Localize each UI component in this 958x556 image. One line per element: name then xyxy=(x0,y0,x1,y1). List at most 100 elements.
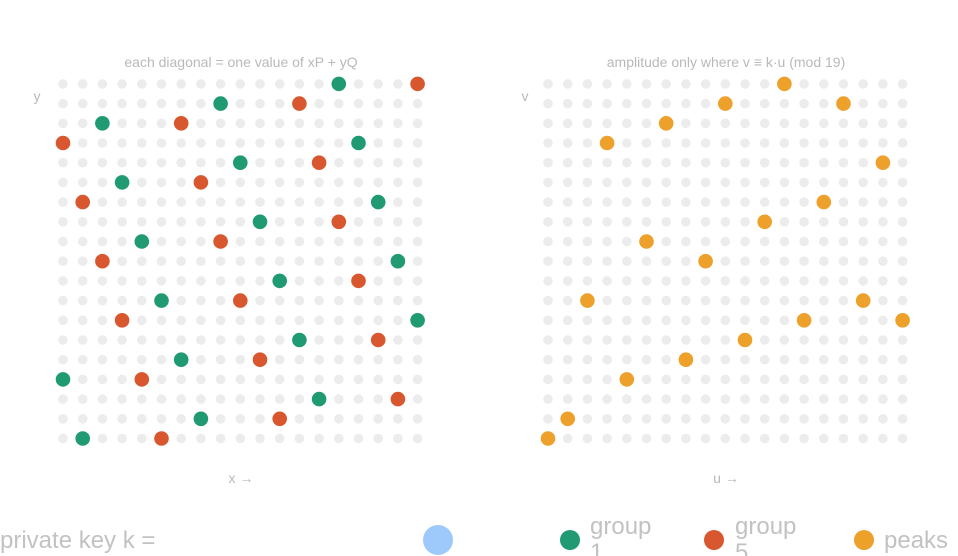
grid-dot xyxy=(602,197,612,207)
grid-dot xyxy=(897,217,908,227)
grid-dot xyxy=(799,335,809,345)
grid-dot xyxy=(661,276,671,286)
grid-dot xyxy=(759,118,770,129)
grid-dot xyxy=(274,335,285,345)
grid-dot xyxy=(878,177,888,188)
grid-dot xyxy=(878,315,888,326)
left-grid xyxy=(58,79,423,444)
grid-dot xyxy=(255,414,265,424)
grid-dot xyxy=(799,79,809,89)
grid-dot xyxy=(838,118,849,129)
grid-dot xyxy=(740,118,750,129)
left-x-axis-label: x → xyxy=(229,470,254,486)
private-key-swatch[interactable] xyxy=(423,525,453,555)
grid-dot xyxy=(622,256,632,267)
grid-dot xyxy=(77,79,88,89)
grid-dot xyxy=(661,374,671,385)
group-5-point xyxy=(134,372,150,387)
right-y-axis-label: v xyxy=(522,88,529,104)
grid-dot xyxy=(681,236,691,247)
peak-point xyxy=(658,116,674,131)
grid-dot xyxy=(117,394,127,404)
grid-dot xyxy=(759,236,770,247)
right-panel-title: amplitude only where v ≡ k·u (mod 19) xyxy=(607,54,846,70)
group-5-point xyxy=(95,253,110,269)
grid-dot xyxy=(373,118,384,129)
grid-dot xyxy=(878,433,888,444)
grid-dot xyxy=(314,98,324,109)
grid-dot xyxy=(641,197,652,207)
grid-dot xyxy=(799,236,809,247)
grid-dot xyxy=(740,374,750,385)
group-1-point xyxy=(213,96,228,111)
grid-dot xyxy=(334,354,344,365)
grid-dot xyxy=(334,256,344,267)
peaks-legend-swatch xyxy=(854,530,874,550)
peak-point xyxy=(698,253,713,269)
right-panel: amplitude only where v ≡ k·u (mod 19) v … xyxy=(522,54,910,486)
grid-dot xyxy=(353,118,364,129)
grid-dot xyxy=(838,177,849,188)
grid-dot xyxy=(897,197,908,207)
grid-dot xyxy=(314,276,324,286)
grid-dot xyxy=(720,138,731,148)
grid-dot xyxy=(196,354,206,365)
group-1-point xyxy=(351,135,366,151)
grid-dot xyxy=(353,354,364,365)
grid-dot xyxy=(215,138,226,148)
grid-dot xyxy=(819,236,829,247)
grid-dot xyxy=(274,295,285,306)
grid-dot xyxy=(858,414,868,424)
group-1-point xyxy=(114,175,130,190)
grid-dot xyxy=(759,295,770,306)
grid-dot xyxy=(235,118,246,129)
grid-dot xyxy=(878,414,888,424)
grid-dot xyxy=(334,374,344,385)
grid-dot xyxy=(353,79,364,89)
grid-dot xyxy=(334,315,344,326)
grid-dot xyxy=(602,118,612,129)
grid-dot xyxy=(255,79,265,89)
grid-dot xyxy=(779,394,790,404)
grid-dot xyxy=(393,335,403,345)
grid-dot xyxy=(799,98,809,109)
grid-dot xyxy=(681,118,691,129)
grid-dot xyxy=(77,354,88,365)
grid-dot xyxy=(779,433,790,444)
group-5-point xyxy=(75,194,90,210)
grid-dot xyxy=(97,197,108,207)
grid-dot xyxy=(799,374,809,385)
grid-dot xyxy=(779,276,790,286)
grid-dot xyxy=(334,295,344,306)
grid-dot xyxy=(255,98,265,109)
grid-dot xyxy=(819,138,829,148)
grid-dot xyxy=(412,394,423,404)
left-panel: each diagonal = one value of xP + yQ y x… xyxy=(34,54,425,486)
grid-dot xyxy=(562,197,573,207)
grid-dot xyxy=(353,335,364,345)
grid-dot xyxy=(582,197,593,207)
grid-dot xyxy=(838,256,849,267)
grid-dot xyxy=(622,217,632,227)
grid-dot xyxy=(156,157,167,168)
grid-dot xyxy=(215,118,226,129)
grid-dot xyxy=(117,256,127,267)
grid-dot xyxy=(235,433,246,444)
grid-dot xyxy=(353,295,364,306)
grid-dot xyxy=(215,394,226,404)
grid-dot xyxy=(700,414,711,424)
grid-dot xyxy=(314,256,324,267)
grid-dot xyxy=(58,157,68,168)
grid-dot xyxy=(215,157,226,168)
peak-point xyxy=(816,194,832,210)
grid-dot xyxy=(412,354,423,365)
grid-dot xyxy=(294,433,305,444)
grid-dot xyxy=(858,354,868,365)
grid-dot xyxy=(294,374,305,385)
grid-dot xyxy=(274,217,285,227)
grid-dot xyxy=(255,256,265,267)
grid-dot xyxy=(334,236,344,247)
grid-dot xyxy=(393,354,403,365)
grid-dot xyxy=(58,236,68,247)
grid-dot xyxy=(641,177,652,188)
